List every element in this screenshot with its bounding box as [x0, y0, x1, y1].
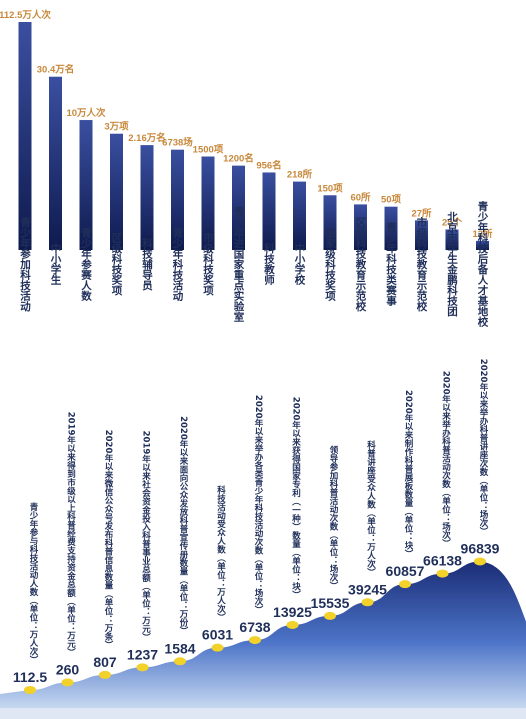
bar-category-label-1: 中小学生: [50, 242, 62, 285]
area-point-5: [211, 643, 224, 652]
area-point-6: [249, 636, 261, 645]
bar-4: [140, 145, 154, 250]
bar-6: [201, 156, 215, 250]
bar-category-label-11: 区级科技教育示范校: [355, 217, 367, 312]
bar-3: [110, 133, 123, 250]
bar-value-label-13: 27所: [411, 207, 432, 219]
area-value-label-8: 15535: [311, 595, 350, 611]
bar-14: [445, 229, 459, 250]
bar-value-label-1: 30.4万名: [37, 64, 75, 76]
bar-category-label-9: 中小学校: [294, 242, 306, 286]
bar-value-label-9: 218所: [287, 169, 313, 181]
bar-5: [171, 149, 184, 250]
area-point-0: [24, 686, 36, 694]
area-point-2: [99, 670, 111, 679]
area-point-11: [436, 569, 449, 578]
bar-value-label-2: 10万人次: [66, 107, 106, 119]
area-value-label-5: 6031: [202, 627, 233, 643]
area-chart: 112.5 青少年参与科技活动人数（单位：万人次） 260 2019年以来得到市级以上…: [0, 359, 526, 719]
bar-value-label-4: 2.16万名: [128, 132, 166, 144]
bar-1: [49, 76, 62, 250]
area-label-8: 领导参加科普活动次数（单位：场次）: [328, 445, 339, 590]
bar-9: [293, 181, 306, 250]
area-point-12: [474, 557, 486, 566]
area-value-label-9: 39245: [348, 581, 387, 597]
area-value-label-10: 60857: [386, 563, 425, 579]
area-value-label-1: 260: [56, 661, 80, 677]
bar-category-label-15: 青少年科技后备人才基地校: [477, 200, 489, 328]
area-label-11: 2020年以来举办科普活动次数（单位：场次）: [441, 371, 452, 548]
area-label-3: 2019年以来社会资金投入科普事业总额（单位：万元）: [141, 431, 152, 642]
bar-8: [262, 172, 276, 250]
bar-category-label-13: 市级科技教育示范校: [416, 216, 428, 312]
bar-value-label-7: 1200名: [223, 153, 254, 165]
bar-category-label-3: 区级科技奖项: [111, 233, 123, 297]
bar-category-label-4: 科技辅导员: [141, 237, 153, 291]
area-label-7: 2020年以来获得国家专利（一种）数量（单位：块）: [291, 397, 302, 599]
bar-value-label-12: 50项: [381, 195, 402, 206]
bar-value-label-3: 3万项: [104, 122, 129, 133]
area-value-label-6: 6738: [239, 619, 270, 635]
area-fill: [0, 561, 526, 708]
area-point-8: [324, 611, 336, 620]
bar-category-label-6: 市级科技奖项: [202, 232, 214, 297]
area-point-9: [361, 598, 374, 607]
area-label-4: 2020年以来面向公众发放科普宣传册数量（单位：万份）: [178, 416, 189, 635]
area-label-6: 2020年以来举办各类青少年科技活动次数（单位：场次）: [253, 395, 264, 614]
bar-13: [415, 220, 428, 250]
bar-value-label-10: 150项: [317, 183, 343, 194]
area-value-label-4: 1584: [164, 640, 195, 656]
area-point-7: [286, 620, 299, 629]
bar-value-label-5: 6738场: [162, 137, 193, 149]
bar-category-label-5: 青少年科技活动: [172, 226, 184, 301]
bar-category-label-12: 青少年科技类赛事: [385, 221, 397, 307]
bar-15: [476, 240, 489, 250]
bar-value-label-14: 25个: [442, 216, 463, 228]
bar-12: [384, 206, 398, 250]
area-label-0: 青少年参与科技活动人数（单位：万人次）: [28, 502, 39, 664]
area-point-10: [399, 580, 411, 589]
bar-category-label-10: 国家级科技奖项: [324, 227, 336, 301]
area-base: [0, 708, 526, 719]
area-label-10: 2020年以来制作科普展板数量（单位：块）: [403, 390, 414, 558]
area-value-label-7: 13925: [273, 604, 312, 620]
bar-11: [354, 204, 367, 250]
bar-category-label-2: 青少年参赛人数: [80, 226, 92, 301]
bar-value-label-8: 956名: [256, 159, 281, 171]
area-label-12: 2020年以来举办科普讲座次数（单位：场次）: [478, 359, 489, 536]
bar-7: [232, 165, 245, 250]
area-value-label-2: 807: [93, 654, 117, 670]
area-label-2: 2020年以来微信公众号发布科普信息数量（单位：万条）: [103, 430, 114, 649]
area-point-3: [136, 663, 149, 672]
bar-2: [79, 120, 93, 250]
area-value-label-11: 66138: [423, 553, 462, 569]
bar-category-label-0: 青少年参加科技活动: [19, 216, 31, 312]
area-value-label-3: 1237: [127, 646, 158, 662]
bar-category-label-8: 科技教师: [263, 242, 275, 286]
bar-0: [18, 22, 32, 250]
area-label-1: 2019年以来得到市级以上科普经费支持资金总额（单位：万元）: [66, 412, 77, 657]
bar-category-label-14: 北京市学生金鹏科技团: [446, 211, 458, 318]
bar-value-label-6: 1500项: [193, 145, 224, 156]
bar-value-label-15: 13所: [472, 228, 493, 240]
area-point-4: [174, 657, 186, 666]
bar-10: [323, 195, 337, 250]
area-label-5: 科技活动受众人数（单位：万人次）: [216, 485, 227, 622]
area-value-label-0: 112.5: [13, 669, 47, 685]
area-label-9: 科普讲座受众人数（单位：万人次）: [366, 440, 377, 577]
bar-value-label-0: 112.5万人次: [0, 9, 51, 21]
area-point-1: [61, 678, 74, 687]
bar-value-label-11: 60所: [350, 191, 371, 203]
area-value-label-12: 96839: [461, 540, 500, 556]
bar-category-label-7: 青少年进国家重点实验室: [233, 205, 245, 321]
